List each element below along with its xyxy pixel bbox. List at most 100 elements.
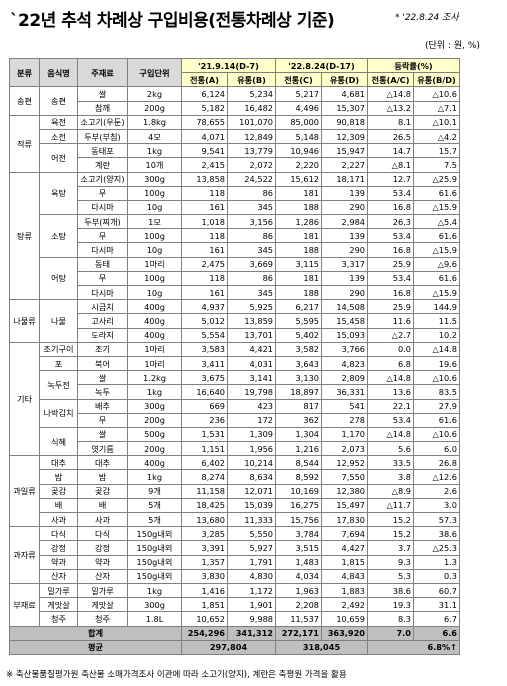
survey-date-note: * '22.8.24 조사 bbox=[395, 13, 459, 23]
price-trad-2021: 118 bbox=[181, 228, 228, 244]
rate-dist: 26.8 bbox=[412, 455, 461, 471]
category-cell: 나물류 bbox=[9, 299, 40, 343]
price-dist-2022: 2,492 bbox=[321, 597, 368, 613]
rate-dist: 61.6 bbox=[412, 412, 461, 428]
rate-dist: 2.6 bbox=[412, 483, 461, 499]
price-trad-2022: 3,115 bbox=[275, 256, 322, 272]
price-dist-2022: 4,843 bbox=[321, 568, 368, 584]
rate-dist: 3.0 bbox=[412, 497, 461, 514]
ingredient-cell: 시금치 bbox=[77, 299, 128, 315]
price-trad-2022: 817 bbox=[275, 398, 322, 414]
food-cell: 산자 bbox=[39, 568, 78, 584]
price-dist-2021: 1,172 bbox=[227, 582, 276, 599]
price-trad-2022: 85,000 bbox=[275, 114, 322, 130]
price-dist-2021: 16,482 bbox=[227, 100, 276, 116]
price-trad-2022: 1,216 bbox=[275, 441, 322, 457]
food-cell: 어전 bbox=[39, 143, 78, 173]
unit-cell: 1마리 bbox=[127, 341, 182, 357]
price-dist-2022: 1,170 bbox=[321, 426, 368, 443]
price-trad-2021: 161 bbox=[181, 242, 228, 258]
category-cell: 부재료 bbox=[9, 582, 40, 627]
header-dist-b: 유통(B) bbox=[227, 72, 276, 88]
ingredient-cell: 무 bbox=[77, 412, 128, 428]
price-trad-2022: 188 bbox=[275, 199, 322, 216]
table-row: 게맛살 게맛살 300g 1,851 1,901 2,208 2,492 19.3 31.1 bbox=[10, 597, 502, 613]
header-date1: '21.9.14(D-7) bbox=[181, 57, 276, 74]
price-trad-2022: 6,217 bbox=[275, 299, 322, 315]
unit-cell: 150g내외 bbox=[127, 554, 182, 570]
rate-dist: 61.6 bbox=[412, 270, 461, 287]
table-row: 계란 10개 2,415 2,072 2,220 2,227 △8.1 7.5 bbox=[10, 157, 502, 173]
ingredient-cell: 녹두 bbox=[77, 384, 128, 400]
unit-cell: 300g bbox=[127, 597, 182, 613]
price-dist-2022: 2,227 bbox=[321, 157, 368, 173]
rate-trad: △14.8 bbox=[367, 370, 414, 386]
food-cell: 밀가루 bbox=[39, 582, 78, 599]
rate-dist: △15.9 bbox=[412, 284, 461, 301]
price-trad-2021: 13,680 bbox=[181, 511, 228, 528]
price-dist-2021: 11,333 bbox=[227, 511, 276, 528]
price-dist-2021: 345 bbox=[227, 242, 276, 258]
rate-dist: 10.2 bbox=[412, 327, 461, 343]
rate-dist: 7.5 bbox=[412, 157, 461, 173]
ingredient-cell: 북어 bbox=[77, 355, 128, 372]
ingredient-cell: 쌀 bbox=[77, 86, 128, 102]
price-dist-2022: 12,309 bbox=[321, 128, 368, 145]
header-trad-c: 전통(C) bbox=[275, 72, 322, 88]
price-trad-2021: 2,415 bbox=[181, 157, 228, 173]
price-trad-2021: 10,652 bbox=[181, 611, 228, 627]
price-trad-2021: 118 bbox=[181, 270, 228, 287]
price-dist-2021: 101,070 bbox=[227, 114, 276, 130]
price-trad-2021: 6,402 bbox=[181, 455, 228, 471]
rate-trad: 11.6 bbox=[367, 313, 414, 329]
price-trad-2021: 161 bbox=[181, 284, 228, 301]
price-trad-2022: 3,643 bbox=[275, 355, 322, 372]
total-rate-trad: 7.0 bbox=[367, 625, 414, 641]
rate-dist: 27.9 bbox=[412, 398, 461, 414]
price-dist-2021: 345 bbox=[227, 284, 276, 301]
ingredient-cell: 두부(부침) bbox=[77, 128, 128, 145]
total-label: 합계 bbox=[9, 625, 182, 641]
rate-dist: 38.6 bbox=[412, 526, 461, 542]
price-trad-2021: 1,531 bbox=[181, 426, 228, 443]
food-cell: 녹두전 bbox=[39, 370, 78, 400]
price-dist-2021: 8,634 bbox=[227, 469, 276, 485]
unit-cell: 10g bbox=[127, 199, 182, 216]
rate-trad: 5.6 bbox=[367, 441, 414, 457]
price-dist-2021: 423 bbox=[227, 398, 276, 414]
unit-cell: 200g bbox=[127, 412, 182, 428]
table-row: 도라지 400g 5,554 13,701 5,402 15,093 △2.7 10.2 bbox=[10, 327, 502, 343]
price-trad-2022: 11,537 bbox=[275, 611, 322, 627]
ingredient-cell: 다시마 bbox=[77, 284, 128, 301]
total-rate-dist: 6.6 bbox=[412, 625, 461, 641]
rate-trad: △11.7 bbox=[367, 497, 414, 514]
rate-dist: 61.6 bbox=[412, 185, 461, 201]
unit-cell: 100g bbox=[127, 228, 182, 244]
table-row: 다시마 10g 161 345 188 290 16.8 △15.9 bbox=[10, 199, 502, 216]
price-dist-2022: 12,380 bbox=[321, 483, 368, 499]
unit-cell: 10개 bbox=[127, 157, 182, 173]
average-2021: 297,804 bbox=[181, 639, 276, 655]
table-row: 밤 밤 1kg 8,274 8,634 8,592 7,550 3.8 △12.6 bbox=[10, 469, 502, 485]
rate-dist: △15.9 bbox=[412, 199, 461, 216]
unit-cell: 1kg bbox=[127, 143, 182, 159]
price-dist-2022: 139 bbox=[321, 185, 368, 201]
price-dist-2022: 4,427 bbox=[321, 540, 368, 556]
rate-trad: 8.1 bbox=[367, 114, 414, 130]
price-trad-2021: 8,274 bbox=[181, 469, 228, 485]
price-dist-2022: 36,331 bbox=[321, 384, 368, 400]
header-rate: 등락률(%) bbox=[366, 57, 461, 74]
price-trad-2021: 3,285 bbox=[181, 526, 228, 542]
food-cell: 나물 bbox=[39, 299, 78, 343]
table-row: 약과 약과 150g내외 1,357 1,791 1,483 1,815 9.3 1.3 bbox=[10, 554, 502, 570]
rate-trad: 53.4 bbox=[367, 228, 414, 244]
average-row: 평균 297,804 318,045 6.8%↑ bbox=[9, 639, 502, 655]
price-dist-2022: 15,947 bbox=[321, 143, 368, 159]
price-dist-2021: 15,039 bbox=[227, 497, 276, 514]
price-trad-2022: 4,034 bbox=[275, 568, 322, 584]
price-dist-2021: 3,156 bbox=[227, 214, 276, 230]
table-row: 식혜 쌀 500g 1,531 1,309 1,304 1,170 △14.8 △10.6 bbox=[10, 426, 502, 457]
header-date2: '22.8.24(D-17) bbox=[275, 57, 368, 74]
unit-cell: 1kg bbox=[127, 582, 182, 599]
price-dist-2022: 4,823 bbox=[321, 355, 368, 372]
